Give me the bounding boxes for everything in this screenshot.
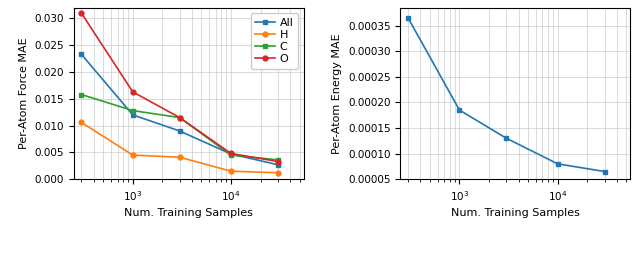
- All: [227, 153, 235, 156]
- O: [274, 160, 282, 163]
- Y-axis label: Per-Atom Force MAE: Per-Atom Force MAE: [19, 38, 29, 149]
- O: [77, 12, 85, 15]
- All: [554, 162, 561, 165]
- All: [404, 16, 412, 19]
- X-axis label: Num. Training Samples: Num. Training Samples: [451, 208, 580, 218]
- C: [176, 116, 184, 119]
- H: [274, 171, 282, 174]
- X-axis label: Num. Training Samples: Num. Training Samples: [124, 208, 253, 218]
- Y-axis label: Per-Atom Energy MAE: Per-Atom Energy MAE: [332, 33, 342, 154]
- O: [129, 90, 136, 93]
- C: [227, 154, 235, 157]
- H: [227, 170, 235, 173]
- All: [456, 109, 463, 112]
- All: [601, 170, 609, 173]
- Line: O: O: [79, 10, 280, 164]
- C: [129, 109, 136, 112]
- H: [129, 154, 136, 157]
- O: [227, 152, 235, 155]
- C: [274, 158, 282, 162]
- H: [77, 121, 85, 124]
- Line: C: C: [79, 92, 280, 162]
- Legend: All, H, C, O: All, H, C, O: [251, 13, 298, 69]
- All: [176, 130, 184, 133]
- Line: All: All: [406, 16, 607, 174]
- O: [176, 116, 184, 119]
- H: [176, 156, 184, 159]
- All: [502, 137, 510, 140]
- All: [77, 53, 85, 56]
- C: [77, 93, 85, 96]
- All: [129, 113, 136, 116]
- Line: H: H: [79, 120, 280, 175]
- All: [274, 163, 282, 166]
- Line: All: All: [79, 52, 280, 167]
